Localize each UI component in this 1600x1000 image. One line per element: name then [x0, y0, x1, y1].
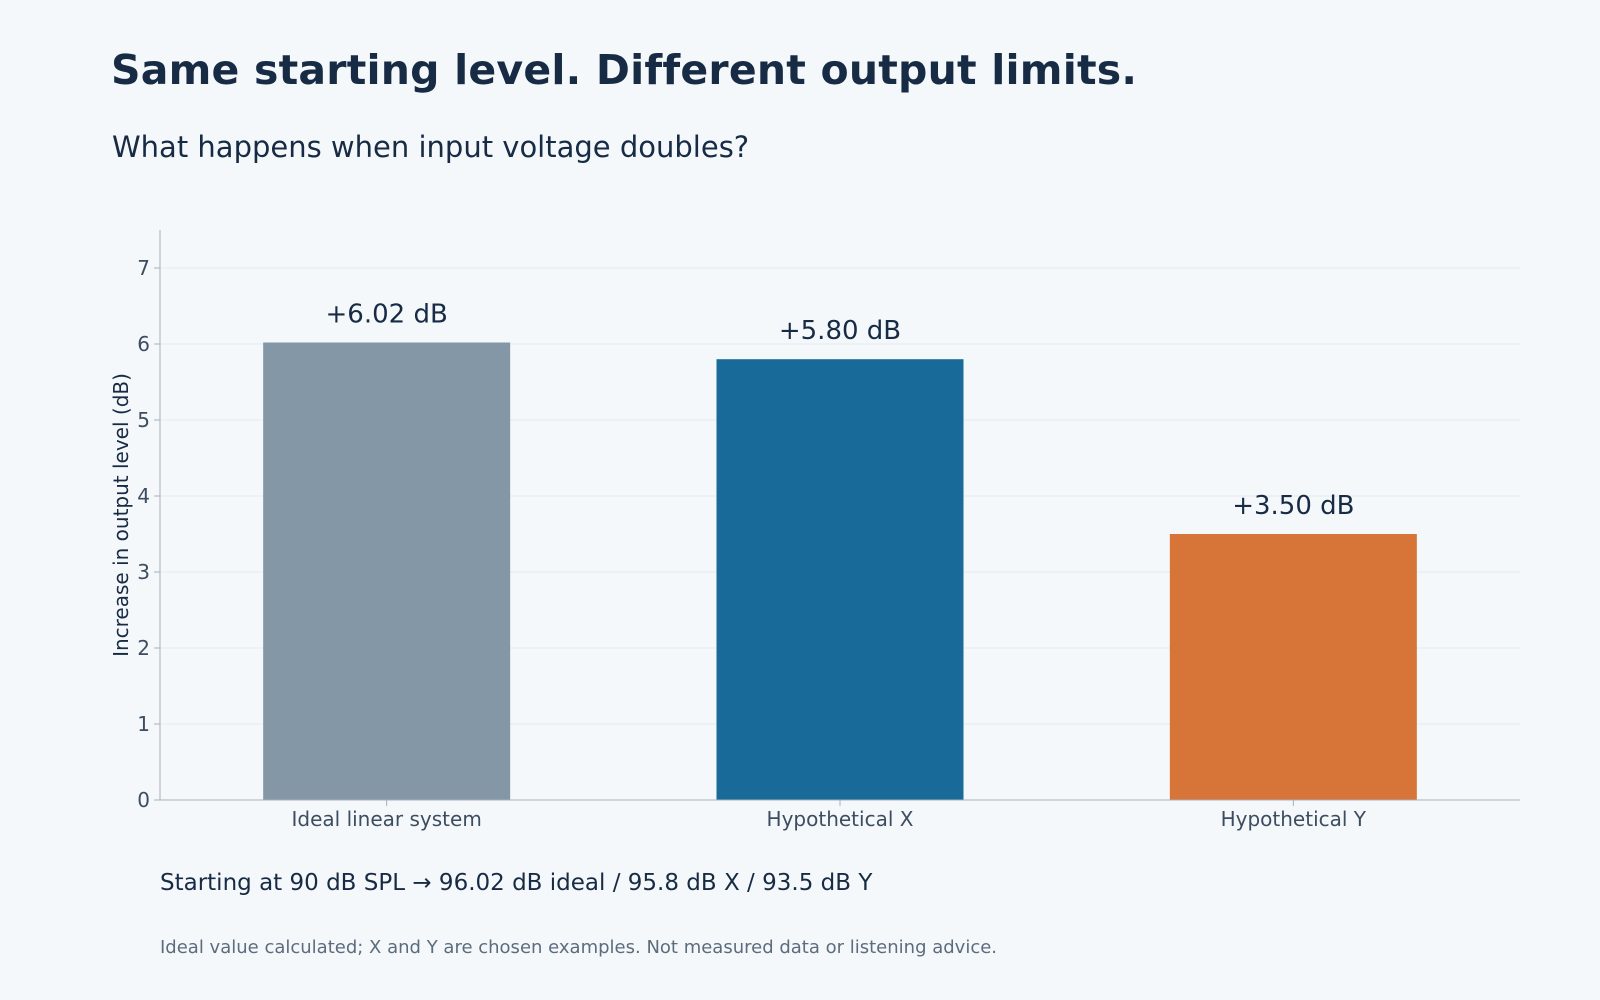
- bar-1: [263, 342, 511, 800]
- footnote: Ideal value calculated; X and Y are chos…: [160, 937, 998, 958]
- bars: [263, 342, 1417, 800]
- x-tick-label: Hypothetical X: [767, 807, 914, 831]
- x-tick-label: Hypothetical Y: [1221, 807, 1367, 831]
- x-tick-labels: Ideal linear system Hypothetical X Hypothe…: [292, 800, 1367, 831]
- y-tick-label: 0: [137, 788, 150, 812]
- bar-chart: 0 1 2 3 4 5 6 7 Ideal linear system Hypothetical…: [109, 230, 1520, 831]
- y-tick-label: 4: [137, 484, 150, 508]
- data-labels: +6.02 dB +5.80 dB +3.50 dB: [326, 299, 1355, 521]
- y-tick-label: 7: [137, 256, 150, 280]
- y-tick-label: 2: [137, 636, 150, 660]
- bar-2: [716, 359, 964, 800]
- data-label-3: +3.50 dB: [1232, 491, 1354, 521]
- y-tick-label: 6: [137, 332, 150, 356]
- x-tick-label: Ideal linear system: [292, 807, 482, 831]
- y-tick-label: 5: [137, 408, 150, 432]
- bar-3: [1169, 534, 1417, 800]
- y-tick-labels: 0 1 2 3 4 5 6 7: [137, 256, 160, 812]
- chart-title: Same starting level. Different output li…: [111, 46, 1138, 94]
- y-tick-label: 3: [137, 560, 150, 584]
- data-label-2: +5.80 dB: [779, 316, 901, 346]
- y-axis-title: Increase in output level (dB): [109, 373, 133, 657]
- data-label-1: +6.02 dB: [326, 299, 448, 329]
- chart-subtitle: What happens when input voltage doubles?: [112, 130, 750, 164]
- y-tick-label: 1: [137, 712, 150, 736]
- summary-line: Starting at 90 dB SPL → 96.02 dB ideal /…: [160, 870, 873, 896]
